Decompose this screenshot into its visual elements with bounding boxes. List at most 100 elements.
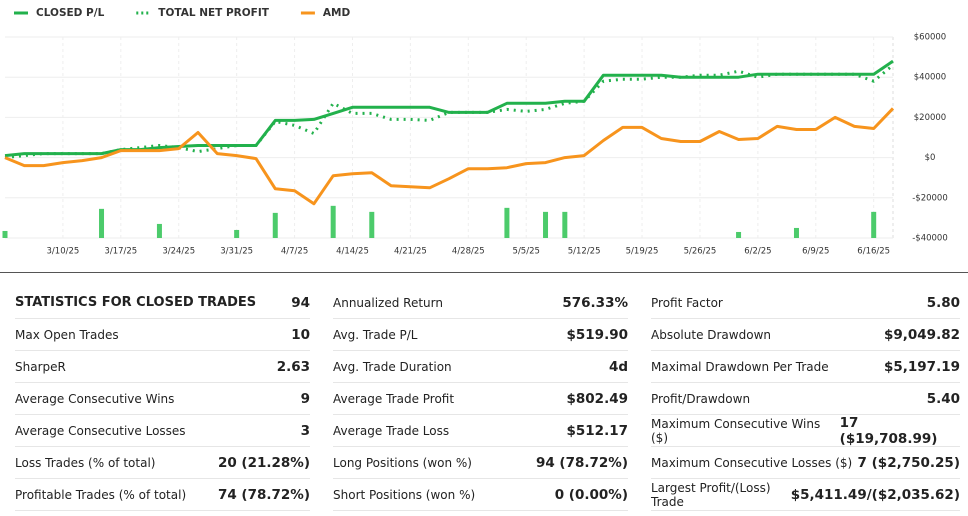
bar xyxy=(2,230,8,238)
stat-value: $802.49 xyxy=(566,390,629,407)
stats-row: SharpeR 2.63 xyxy=(15,351,310,383)
stat-value: 10 xyxy=(291,326,310,343)
y-tick-label: -$40000 xyxy=(912,234,948,244)
bar xyxy=(156,223,162,238)
stats-row: Loss Trades (% of total) 20 (21.28%) xyxy=(15,447,310,479)
stat-label: STATISTICS FOR CLOSED TRADES xyxy=(15,295,257,310)
stat-value: 7 ($2,750.25) xyxy=(857,454,960,471)
stat-value: 94 xyxy=(291,294,310,311)
stats-row: Maximal Drawdown Per Trade $5,197.19 xyxy=(651,351,960,383)
stat-label: Loss Trades (% of total) xyxy=(15,455,156,470)
stat-label: Annualized Return xyxy=(333,295,443,310)
stat-label: Maximal Drawdown Per Trade xyxy=(651,359,829,374)
bar xyxy=(793,227,799,238)
stat-label: Average Consecutive Losses xyxy=(15,423,186,438)
stats-row: Max Open Trades 10 xyxy=(15,319,310,351)
stats-row: Profit/Drawdown 5.40 xyxy=(651,383,960,415)
stat-value: 17 ($19,708.99) xyxy=(839,414,938,447)
x-tick-label: 5/12/25 xyxy=(568,247,601,257)
bar xyxy=(871,211,877,238)
x-tick-label: 5/26/25 xyxy=(684,247,717,257)
stats-row: Annualized Return 576.33% xyxy=(333,287,628,319)
stat-value: 0 (0.00%) xyxy=(554,486,628,503)
stat-value: 20 (21.28%) xyxy=(217,454,310,471)
x-tick-label: 5/19/25 xyxy=(626,247,659,257)
stat-value: $519.90 xyxy=(566,326,629,343)
chart: -$40000 -$20000 $0 $20000 $40000 $60000 3/10/2… xyxy=(2,7,948,257)
line xyxy=(4,107,895,206)
stat-label: Short Positions (won %) xyxy=(333,487,476,502)
stats-row: Absolute Drawdown $9,049.82 xyxy=(651,319,960,351)
stats-row: Long Positions (won %) 94 (78.72%) xyxy=(333,447,628,479)
stats-row: Avg. Trade P/L $519.90 xyxy=(333,319,628,351)
bar xyxy=(369,211,375,238)
stat-label: Profit/Drawdown xyxy=(651,391,751,406)
x-tick-label: 6/2/25 xyxy=(744,247,771,257)
stat-label: Avg. Trade P/L xyxy=(333,327,418,342)
x-tick-label: 3/31/25 xyxy=(220,247,253,257)
stats-row: Avg. Trade Duration 4d xyxy=(333,351,628,383)
stats-row: Profitable Trades (% of total) 74 (78.72%… xyxy=(15,479,310,511)
stat-label: Average Trade Loss xyxy=(333,423,450,438)
x-tick-label: 4/28/25 xyxy=(452,247,485,257)
stat-label: Maximum Consecutive Losses ($) xyxy=(651,455,853,470)
stat-label: Average Trade Profit xyxy=(333,391,455,406)
stats-row: Maximum Consecutive Wins ($) 17 ($19,708.… xyxy=(651,415,960,447)
bar xyxy=(736,231,742,238)
x-tick-label: 3/24/25 xyxy=(162,247,195,257)
legend-label: CLOSED P/L xyxy=(36,7,105,19)
stat-label: Avg. Trade Duration xyxy=(333,359,452,374)
stats-column: Profit Factor 5.80 Absolute Drawdown $9,049… xyxy=(651,287,960,511)
legend-label: AMD xyxy=(323,7,351,19)
stat-value: 2.63 xyxy=(276,358,310,375)
stat-value: 5.80 xyxy=(926,294,960,311)
stat-value: 576.33% xyxy=(562,294,628,311)
y-tick-label: $20000 xyxy=(914,113,946,123)
stat-label: Profitable Trades (% of total) xyxy=(15,487,187,502)
x-tick-label: 4/21/25 xyxy=(394,247,427,257)
stat-value: $9,049.82 xyxy=(883,326,960,343)
stats-row: Largest Profit/(Loss) Trade $5,411.49/($2… xyxy=(651,479,960,511)
y-tick-label: $0 xyxy=(925,153,936,163)
y-tick-label: $60000 xyxy=(914,33,946,43)
x-tick-label: 3/10/25 xyxy=(47,247,80,257)
stat-label: Max Open Trades xyxy=(15,327,119,342)
stat-value: 9 xyxy=(300,390,310,407)
x-tick-label: 6/9/25 xyxy=(802,247,829,257)
stats-table: STATISTICS FOR CLOSED TRADES 94 Max Open T… xyxy=(0,272,968,516)
stat-value: 5.40 xyxy=(926,390,960,407)
line xyxy=(4,59,894,158)
stat-value: 3 xyxy=(300,422,310,439)
stat-value: $5,411.49/($2,035.62) xyxy=(790,486,960,503)
x-tick-label: 3/17/25 xyxy=(104,247,137,257)
stat-value: 4d xyxy=(608,358,628,375)
stats-column: Annualized Return 576.33% Avg. Trade P/L $5… xyxy=(333,287,628,511)
stat-label: Long Positions (won %) xyxy=(333,455,472,470)
stat-label: Largest Profit/(Loss) Trade xyxy=(651,480,771,509)
stat-label: Absolute Drawdown xyxy=(651,327,771,342)
stats-row: Maximum Consecutive Losses ($) 7 ($2,750.… xyxy=(651,447,960,479)
stats-row: Average Trade Profit $802.49 xyxy=(333,383,628,415)
bar xyxy=(234,229,240,238)
stats-row: Average Consecutive Wins 9 xyxy=(15,383,310,415)
stat-label: Maximum Consecutive Wins ($) xyxy=(651,416,821,445)
stat-value: $5,197.19 xyxy=(883,358,960,375)
y-tick-label: -$20000 xyxy=(912,193,948,203)
bar xyxy=(543,211,549,238)
bar xyxy=(330,205,336,238)
stat-label: Average Consecutive Wins xyxy=(15,391,175,406)
stats-row: Average Trade Loss $512.17 xyxy=(333,415,628,447)
line xyxy=(4,63,894,160)
stats-column: STATISTICS FOR CLOSED TRADES 94 Max Open T… xyxy=(15,287,310,511)
stats-row: Average Consecutive Losses 3 xyxy=(15,415,310,447)
bar xyxy=(562,211,568,238)
x-tick-label: 4/7/25 xyxy=(281,247,308,257)
bar xyxy=(504,207,510,238)
legend-label: TOTAL NET PROFIT xyxy=(158,7,269,19)
stat-value: 94 (78.72%) xyxy=(535,454,628,471)
y-tick-label: $40000 xyxy=(914,73,946,83)
x-tick-label: 4/14/25 xyxy=(336,247,369,257)
bar xyxy=(272,212,278,238)
stats-row: STATISTICS FOR CLOSED TRADES 94 xyxy=(15,287,310,319)
